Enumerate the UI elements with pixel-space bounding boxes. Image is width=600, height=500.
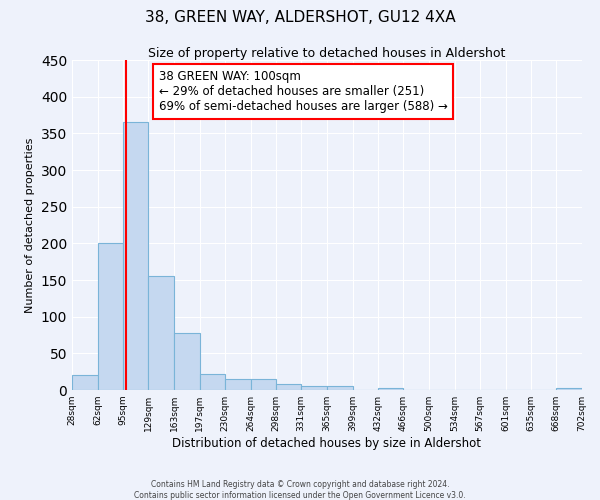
Text: 38 GREEN WAY: 100sqm
← 29% of detached houses are smaller (251)
69% of semi-deta: 38 GREEN WAY: 100sqm ← 29% of detached h…: [158, 70, 448, 113]
Title: Size of property relative to detached houses in Aldershot: Size of property relative to detached ho…: [148, 47, 506, 60]
X-axis label: Distribution of detached houses by size in Aldershot: Distribution of detached houses by size …: [173, 437, 482, 450]
Bar: [277, 384, 301, 390]
Bar: [200, 374, 225, 390]
Bar: [301, 386, 327, 390]
Text: 38, GREEN WAY, ALDERSHOT, GU12 4XA: 38, GREEN WAY, ALDERSHOT, GU12 4XA: [145, 10, 455, 25]
Bar: [225, 379, 251, 390]
Y-axis label: Number of detached properties: Number of detached properties: [25, 138, 35, 312]
Bar: [377, 388, 403, 390]
Bar: [72, 376, 98, 390]
Bar: [148, 276, 174, 390]
Bar: [327, 386, 353, 390]
Bar: [174, 333, 200, 390]
Bar: [98, 244, 122, 390]
Text: Contains HM Land Registry data © Crown copyright and database right 2024.
Contai: Contains HM Land Registry data © Crown c…: [134, 480, 466, 500]
Bar: [251, 379, 277, 390]
Bar: [122, 122, 148, 390]
Bar: [556, 388, 582, 390]
